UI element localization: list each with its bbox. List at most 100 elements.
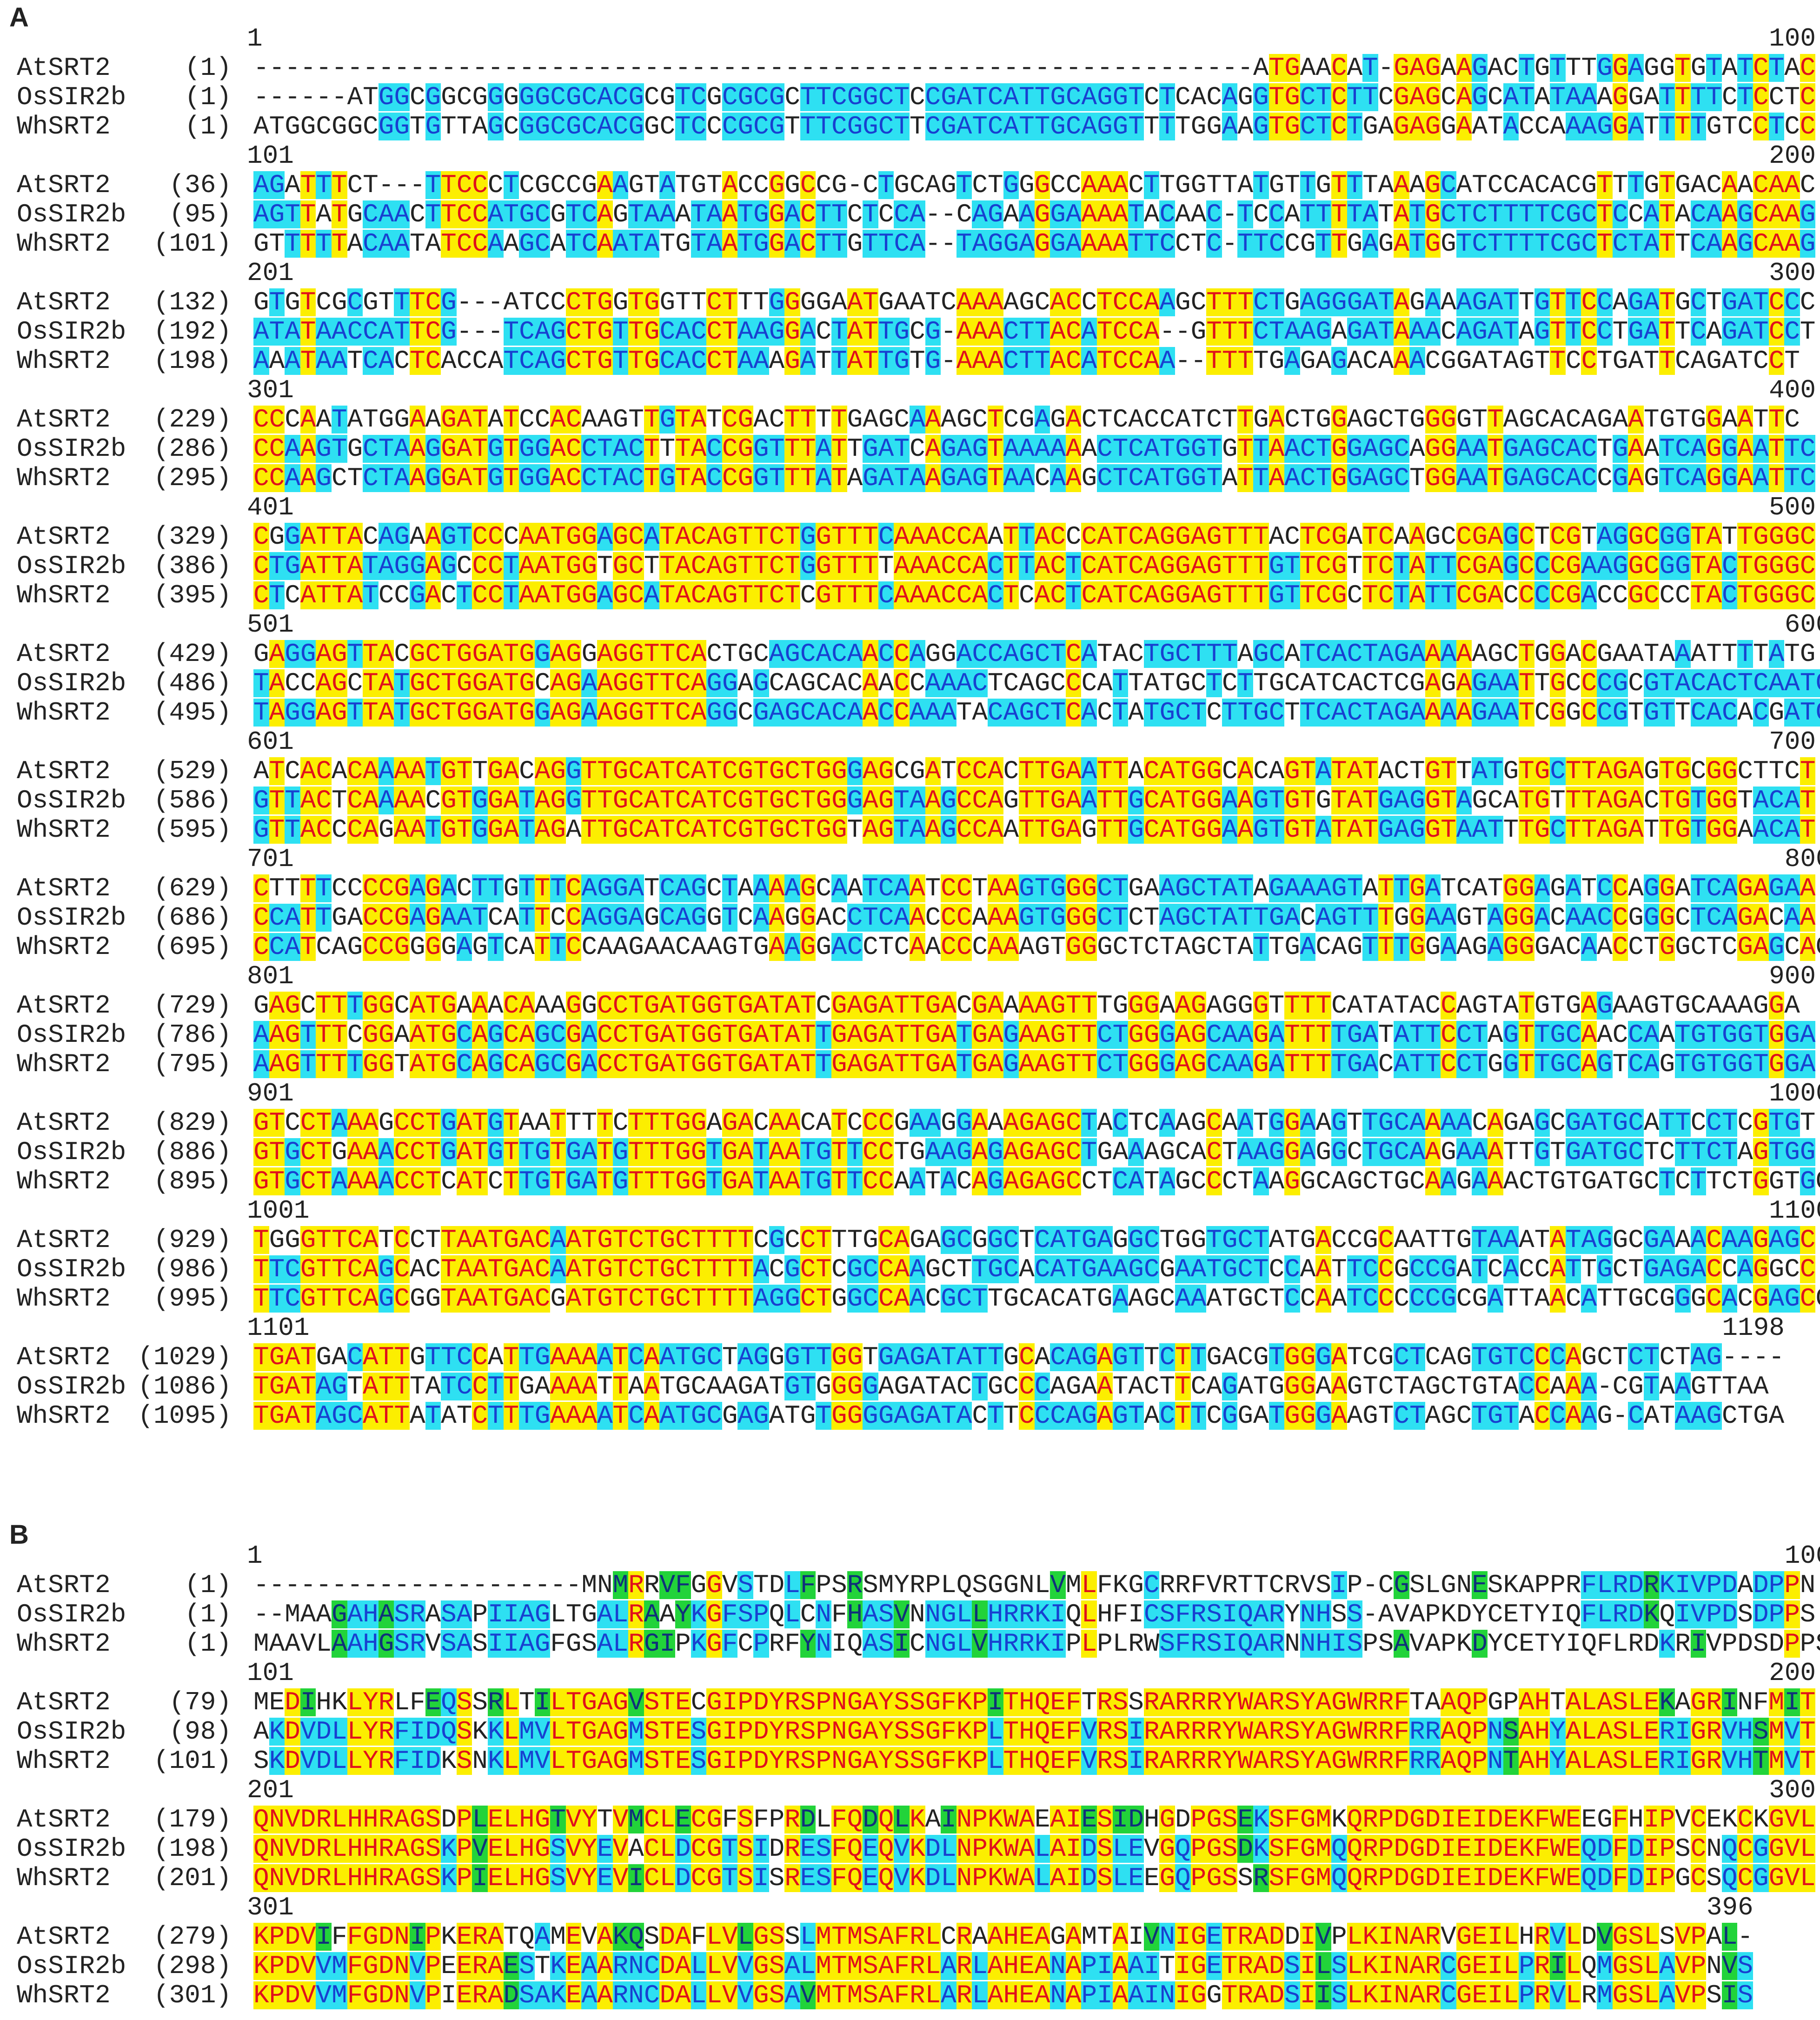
sequence: MEDIHKLYRLFEQSSRLTILTGAGVSTECGIPDYRSPNGA… (253, 1687, 1816, 1717)
sequence-name: WhSRT2 (17, 580, 111, 610)
sequence-name: AtSRT2 (17, 991, 111, 1020)
sequence: GTTTTTACAATATCCAAGCATCAATATGTAATGGACTTGT… (253, 229, 1816, 259)
sequence-position: (279) (153, 1922, 232, 1952)
sequence-name: AtSRT2 (17, 287, 111, 317)
ruler-start: 1 (247, 1541, 263, 1571)
sequence: CTCATTATCCGACTCCTAATGGAGCATACAGTTCTCGTTT… (253, 580, 1816, 610)
sequence: ATATAACCATTCG---TCAGCTGTTGCACCTAAGGACTAT… (253, 317, 1816, 347)
ruler-end: 600 (1784, 610, 1820, 640)
sequence-name: OsSIR2b (17, 903, 126, 933)
sequence-position: (286) (153, 434, 232, 464)
sequence-name: AtSRT2 (17, 1108, 111, 1138)
sequence: QNVDRLHHRAGSDPLELHGTVYTVMCLECGFSFPRDLFQD… (253, 1805, 1816, 1834)
sequence: GTTACCCAGAATGTGGATAGATTGCATCATCGTGCTGGTA… (253, 815, 1816, 845)
ruler-end: 100 (1784, 1541, 1820, 1571)
ruler-start: 801 (247, 961, 294, 991)
sequence-position: (301) (153, 1980, 232, 2010)
ruler-end: 200 (1769, 141, 1816, 171)
ruler-end: 300 (1769, 1775, 1816, 1805)
sequence-position: (686) (153, 903, 232, 933)
sequence: KPDVVMFGDNVPIERADSAKEAARNCDALLVVGSAVMTMS… (253, 1980, 1754, 2010)
sequence: TACCAGCTATGCTGGATGCAGAAGGTTCAGGAGCAGCACA… (253, 669, 1820, 698)
sequence-name: OsSIR2b (17, 1254, 126, 1284)
sequence-position: (1) (185, 82, 232, 112)
sequence-name: OsSIR2b (17, 317, 126, 347)
ruler-start: 201 (247, 1775, 294, 1805)
ruler-end: 200 (1769, 1658, 1816, 1688)
sequence: AGATTTCT---TTCCCTCGCCGAAGTATGTACCGGCCG-C… (253, 170, 1816, 200)
sequence-position: (1) (185, 1600, 232, 1629)
sequence-position: (1029) (138, 1342, 232, 1372)
sequence: AGTTATGCAACTTCCATGCGTCAGTAAATAATGGACTTCT… (253, 200, 1816, 229)
sequence: SKDVDLLYRFIDKSNKLMVLTGAGMSTESGIPDYRSPNGA… (253, 1746, 1816, 1776)
sequence-position: (98) (169, 1717, 232, 1747)
sequence: AAGTTTCGGAATGCAGCAGCGACCTGATGGTGATATTGAG… (253, 1020, 1816, 1050)
sequence-position: (895) (153, 1167, 232, 1196)
sequence: CTGATTATAGGAGCCCTAATGGTGCTTACAGTTCTGGTTT… (253, 551, 1816, 581)
ruler-start: 401 (247, 493, 294, 522)
sequence: GTGTCGCGTTTCG---ATCCCTGGTGGTTCTTTGGGGAAT… (253, 287, 1816, 317)
sequence: CCCAATATGGAAGATATCCACAAGTTGTATCGACTTTTGA… (253, 405, 1800, 434)
sequence-position: (201) (153, 1863, 232, 1893)
sequence: QNVDRLHHRAGSKPVELHGSVYEVACLDCGTSIDRESFQE… (253, 1834, 1816, 1864)
sequence: GTCCTAAAGCCTGATGTAATTTTCTTTGGAGACAACATCC… (253, 1108, 1816, 1138)
sequence-name: WhSRT2 (17, 112, 111, 141)
ruler-start: 501 (247, 610, 294, 640)
ruler-end: 1000 (1769, 1079, 1820, 1108)
sequence: TGATGACATTGTTCCATTGAAAATCAATGCTAGGGTTGGT… (253, 1342, 1785, 1372)
sequence: CCAAGCTCTAAGGATGTGGACCTACTGTACCGGTTTATAG… (253, 463, 1816, 493)
sequence: AAATAATCACTCACCATCAGCTGTTGCACCTAAAGATTAT… (253, 346, 1800, 376)
sequence-name: OsSIR2b (17, 1372, 126, 1401)
sequence-position: (198) (153, 346, 232, 376)
sequence-name: WhSRT2 (17, 1746, 111, 1776)
sequence: --MAAGAHASRASAPIIAGLTGALRAAYKGFSPQLCNFHA… (253, 1600, 1816, 1629)
sequence-position: (986) (153, 1254, 232, 1284)
ruler-end: 300 (1769, 258, 1816, 288)
sequence-position: (595) (153, 815, 232, 845)
sequence-position: (495) (153, 698, 232, 727)
sequence-position: (429) (153, 639, 232, 669)
ruler-start: 901 (247, 1079, 294, 1108)
panel-label: B (9, 1520, 29, 1550)
sequence-position: (929) (153, 1225, 232, 1255)
sequence-name: OsSIR2b (17, 1137, 126, 1167)
sequence-position: (329) (153, 522, 232, 552)
sequence-name: OsSIR2b (17, 786, 126, 815)
sequence: TTCGTTCAGCACTAATGACAATGTCTGCTTTTACGCTCGC… (253, 1254, 1816, 1284)
sequence-name: AtSRT2 (17, 1570, 111, 1600)
sequence-name: AtSRT2 (17, 405, 111, 434)
sequence-name: OsSIR2b (17, 200, 126, 229)
ruler-start: 201 (247, 258, 294, 288)
sequence-position: (886) (153, 1137, 232, 1167)
ruler-start: 1101 (247, 1313, 310, 1343)
sequence: CGGATTACAGAAGTCCCAATGGAGCATACAGTTCTGGTTT… (253, 522, 1816, 552)
sequence-position: (729) (153, 991, 232, 1020)
sequence: QNVDRLHHRAGSKPIELHGSVYEVICLDCGTSISRESFQE… (253, 1863, 1816, 1893)
ruler-end: 396 (1706, 1893, 1754, 1922)
sequence: ------ATGGCGGCGGGGGCGCACGCGTCGCGCGCTTCGG… (253, 82, 1816, 112)
sequence-position: (786) (153, 1020, 232, 1050)
sequence-name: OsSIR2b (17, 1020, 126, 1050)
sequence-name: AtSRT2 (17, 756, 111, 786)
ruler-start: 301 (247, 375, 294, 405)
sequence: GTGCTGAAACCTGATGTTGTGATGTTTGGTGATAATGTTC… (253, 1137, 1816, 1167)
ruler-end: 800 (1784, 844, 1820, 874)
sequence-position: (629) (153, 873, 232, 903)
sequence-position: (1) (185, 1629, 232, 1659)
sequence-position: (995) (153, 1284, 232, 1313)
sequence-name: WhSRT2 (17, 1049, 111, 1079)
sequence-position: (795) (153, 1049, 232, 1079)
sequence: GTGCTAAAACCTCATCTTGTGATGTTTGGTGATAATGTTC… (253, 1167, 1820, 1196)
sequence-name: WhSRT2 (17, 463, 111, 493)
sequence-name: AtSRT2 (17, 170, 111, 200)
sequence-name: WhSRT2 (17, 1980, 111, 2010)
sequence: ATGGCGGCGGTGTTAGCGGCGCACGGCTCCCGCGTTTCGG… (253, 112, 1816, 141)
sequence-name: OsSIR2b (17, 1600, 126, 1629)
sequence: TGGGTTCATCCTTAATGACAATGTCTGCTTTTCGCCTTTG… (253, 1225, 1816, 1255)
sequence-name: WhSRT2 (17, 1401, 111, 1431)
ruler-start: 101 (247, 141, 294, 171)
sequence-name: WhSRT2 (17, 346, 111, 376)
sequence-position: (101) (153, 229, 232, 259)
